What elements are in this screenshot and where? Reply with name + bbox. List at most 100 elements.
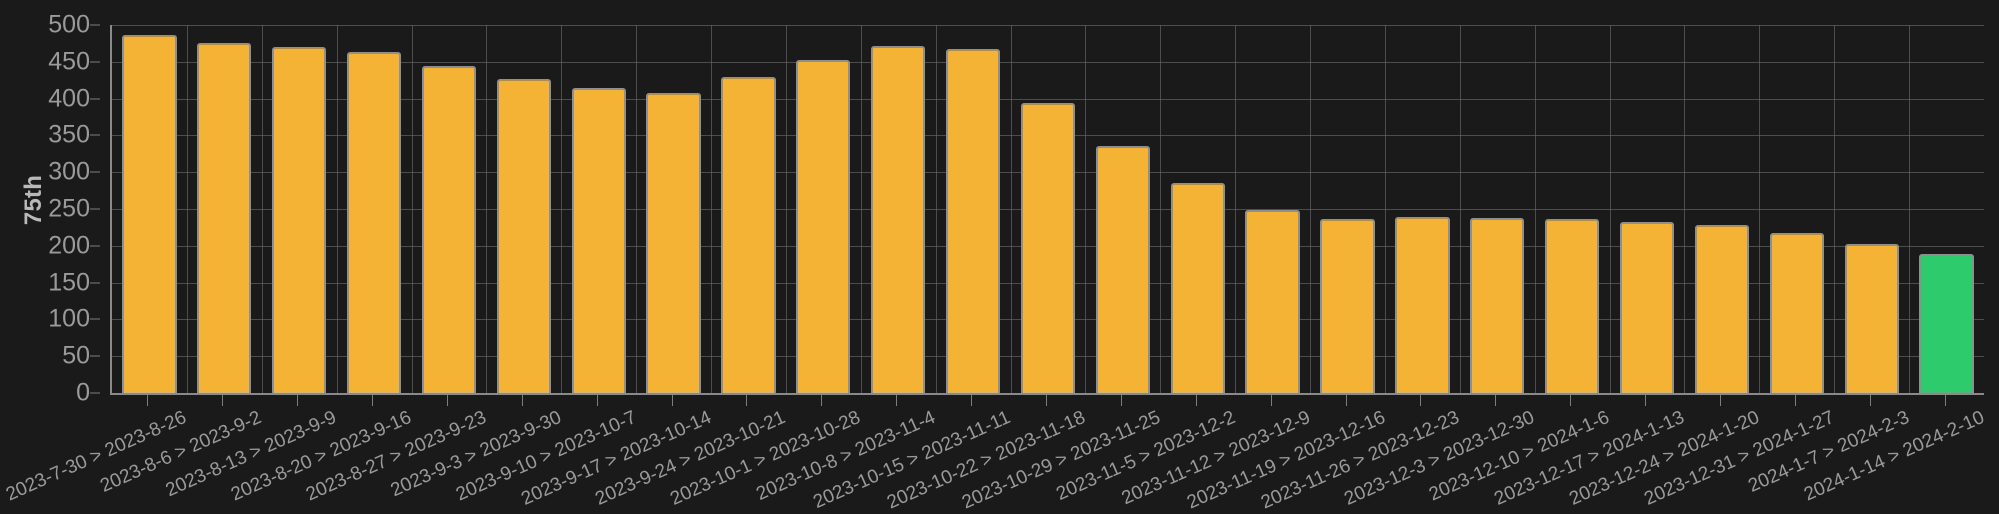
x-axis-tick-mark — [1944, 395, 1946, 406]
y-axis-tick-mark — [90, 355, 100, 357]
gridline-vertical — [636, 25, 638, 393]
bar[interactable] — [796, 59, 851, 393]
plot-area — [110, 25, 1984, 395]
gridline-vertical — [1534, 25, 1536, 393]
bar[interactable] — [1619, 221, 1675, 393]
y-axis-tick-mark — [90, 24, 100, 26]
x-axis-tick-labels: 2023-7-30 > 2023-8-26 2023-8-6 > 2023-9-2… — [3, 407, 1988, 514]
x-axis-tick-mark — [1195, 395, 1197, 406]
bar[interactable] — [1170, 182, 1225, 393]
x-axis-tick-mark — [1719, 395, 1721, 406]
gridline-vertical — [261, 25, 263, 393]
y-axis-tick-label: 450 — [48, 47, 90, 76]
bar[interactable] — [1395, 217, 1450, 393]
y-axis-tick-label: 0 — [76, 378, 90, 407]
bar[interactable] — [1769, 233, 1824, 393]
x-axis-tick-mark — [1869, 395, 1871, 406]
y-axis-tick-mark — [90, 392, 100, 394]
x-axis-tick-mark — [521, 395, 523, 406]
y-axis-tick-mark — [90, 208, 100, 210]
y-axis-tick-labels: 500 450 400 350 300 250 200 150 100 50 0 — [0, 0, 108, 407]
gridline-vertical — [1235, 25, 1237, 393]
gridline-vertical — [1609, 25, 1611, 393]
gridline-horizontal — [112, 98, 1984, 100]
bar[interactable] — [1020, 103, 1076, 393]
y-axis-tick-label: 400 — [48, 84, 90, 113]
x-axis-tick-mark — [1270, 395, 1272, 406]
y-axis-tick-label: 500 — [48, 10, 90, 39]
bars-layer — [112, 25, 1984, 393]
bar[interactable] — [646, 93, 701, 393]
bar[interactable] — [571, 87, 626, 393]
gridline-vertical — [561, 25, 563, 393]
y-axis-tick-mark — [90, 282, 100, 284]
x-axis-tick-mark — [971, 395, 973, 406]
gridline-vertical — [336, 25, 338, 393]
y-axis-tick-label: 350 — [48, 120, 90, 149]
gridline-vertical — [1459, 25, 1461, 393]
y-axis-tick-mark — [90, 98, 100, 100]
y-axis-tick-mark — [90, 134, 100, 136]
bar[interactable] — [122, 35, 177, 393]
gridline-vertical — [411, 25, 413, 393]
x-axis-tick-mark — [821, 395, 823, 406]
gridline-vertical — [1010, 25, 1012, 393]
gridline-vertical — [1085, 25, 1087, 393]
gridline-vertical — [1759, 25, 1761, 393]
bar[interactable] — [1095, 146, 1151, 393]
x-axis-tick-mark — [896, 395, 898, 406]
y-axis-tick-mark — [90, 318, 100, 320]
x-axis-tick-mark — [1345, 395, 1347, 406]
bar[interactable] — [496, 79, 551, 393]
gridline-vertical — [1310, 25, 1312, 393]
bar[interactable] — [1470, 217, 1525, 393]
x-axis-tick-mark — [372, 395, 374, 406]
bar[interactable] — [197, 43, 252, 393]
y-axis-tick-label: 200 — [48, 231, 90, 260]
x-axis-tick-mark — [671, 395, 673, 406]
x-axis-tick-mark — [1570, 395, 1572, 406]
gridline-vertical — [711, 25, 713, 393]
gridline-vertical — [1909, 25, 1911, 393]
x-axis-tick-mark — [222, 395, 224, 406]
gridline-vertical — [860, 25, 862, 393]
x-axis-tick-mark — [1046, 395, 1047, 406]
gridline-vertical — [186, 25, 188, 393]
gridline-vertical — [785, 25, 787, 393]
gridline-vertical — [1834, 25, 1836, 393]
bar[interactable] — [421, 66, 477, 393]
bar[interactable] — [1919, 253, 1974, 393]
bar[interactable] — [346, 51, 402, 393]
bar[interactable] — [721, 77, 776, 393]
y-axis-tick-label: 100 — [48, 304, 90, 333]
gridline-vertical — [486, 25, 488, 393]
gridline-vertical — [935, 25, 937, 393]
bar[interactable] — [1245, 209, 1300, 393]
x-axis-tick-mark — [596, 395, 598, 406]
gridline-horizontal — [112, 61, 1984, 63]
y-axis-tick-label: 300 — [48, 157, 90, 186]
y-axis-tick-mark — [90, 171, 100, 173]
bar[interactable] — [272, 47, 327, 393]
x-axis-tick-mark — [1645, 395, 1647, 406]
bar[interactable] — [1694, 225, 1750, 393]
gridline-vertical — [1384, 25, 1386, 393]
x-axis-tick-mark — [1794, 395, 1796, 406]
bar[interactable] — [1320, 218, 1375, 393]
x-axis-tick-mark — [1120, 395, 1122, 406]
bar[interactable] — [871, 45, 926, 393]
y-axis-tick-mark — [90, 61, 100, 63]
bar[interactable] — [1545, 219, 1600, 393]
gridline-horizontal — [112, 25, 1984, 26]
gridline-vertical — [1160, 25, 1162, 393]
x-axis-tick-mark — [297, 395, 299, 406]
x-axis-tick-mark — [147, 395, 149, 406]
y-axis-tick-label: 250 — [48, 194, 90, 223]
bar[interactable] — [945, 49, 1001, 393]
y-axis-tick-label: 150 — [48, 268, 90, 297]
x-axis-tick-mark — [1420, 395, 1422, 406]
bar[interactable] — [1844, 243, 1899, 393]
x-axis-tick-mark — [746, 395, 748, 406]
x-axis-tick-mark — [1495, 395, 1497, 406]
